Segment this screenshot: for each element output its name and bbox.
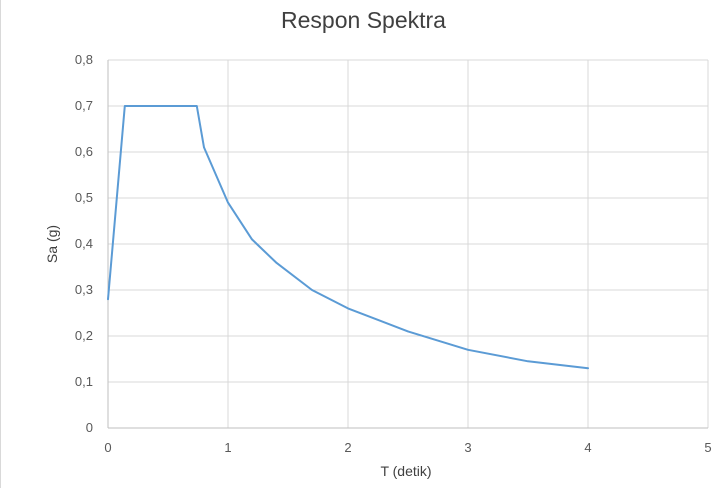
y-tick-label: 0,4 (75, 236, 93, 251)
data-point (587, 367, 589, 370)
y-axis-title: Sa (g) (44, 225, 60, 263)
y-tick-label: 0,1 (75, 374, 93, 389)
chart-title: Respon Spektra (281, 7, 446, 33)
data-point (227, 201, 229, 204)
data-point (215, 174, 217, 176)
x-tick-label: 1 (224, 440, 231, 455)
data-point (203, 146, 205, 149)
y-tick-label: 0,3 (75, 282, 93, 297)
x-tick-label: 5 (704, 440, 711, 455)
x-axis-title: T (detik) (380, 463, 431, 479)
x-tick-label: 4 (584, 440, 591, 455)
data-point (527, 360, 529, 363)
data-point (107, 298, 109, 301)
x-tick-label: 3 (464, 440, 471, 455)
data-point (124, 105, 126, 107)
y-tick-label: 0 (86, 420, 93, 435)
x-tick-label: 2 (344, 440, 351, 455)
y-tick-label: 0,2 (75, 328, 93, 343)
series-line (107, 105, 589, 370)
data-point (467, 349, 469, 351)
y-tick-label: 0,5 (75, 190, 93, 205)
data-point (196, 105, 198, 107)
data-point (275, 261, 277, 264)
data-point (407, 330, 409, 333)
x-tick-label: 0 (104, 440, 111, 455)
data-point (311, 289, 313, 291)
y-tick-label: 0,6 (75, 144, 93, 159)
data-point (347, 307, 349, 310)
data-point (251, 238, 253, 241)
y-tick-label: 0,8 (75, 52, 93, 67)
y-tick-label: 0,7 (75, 98, 93, 113)
